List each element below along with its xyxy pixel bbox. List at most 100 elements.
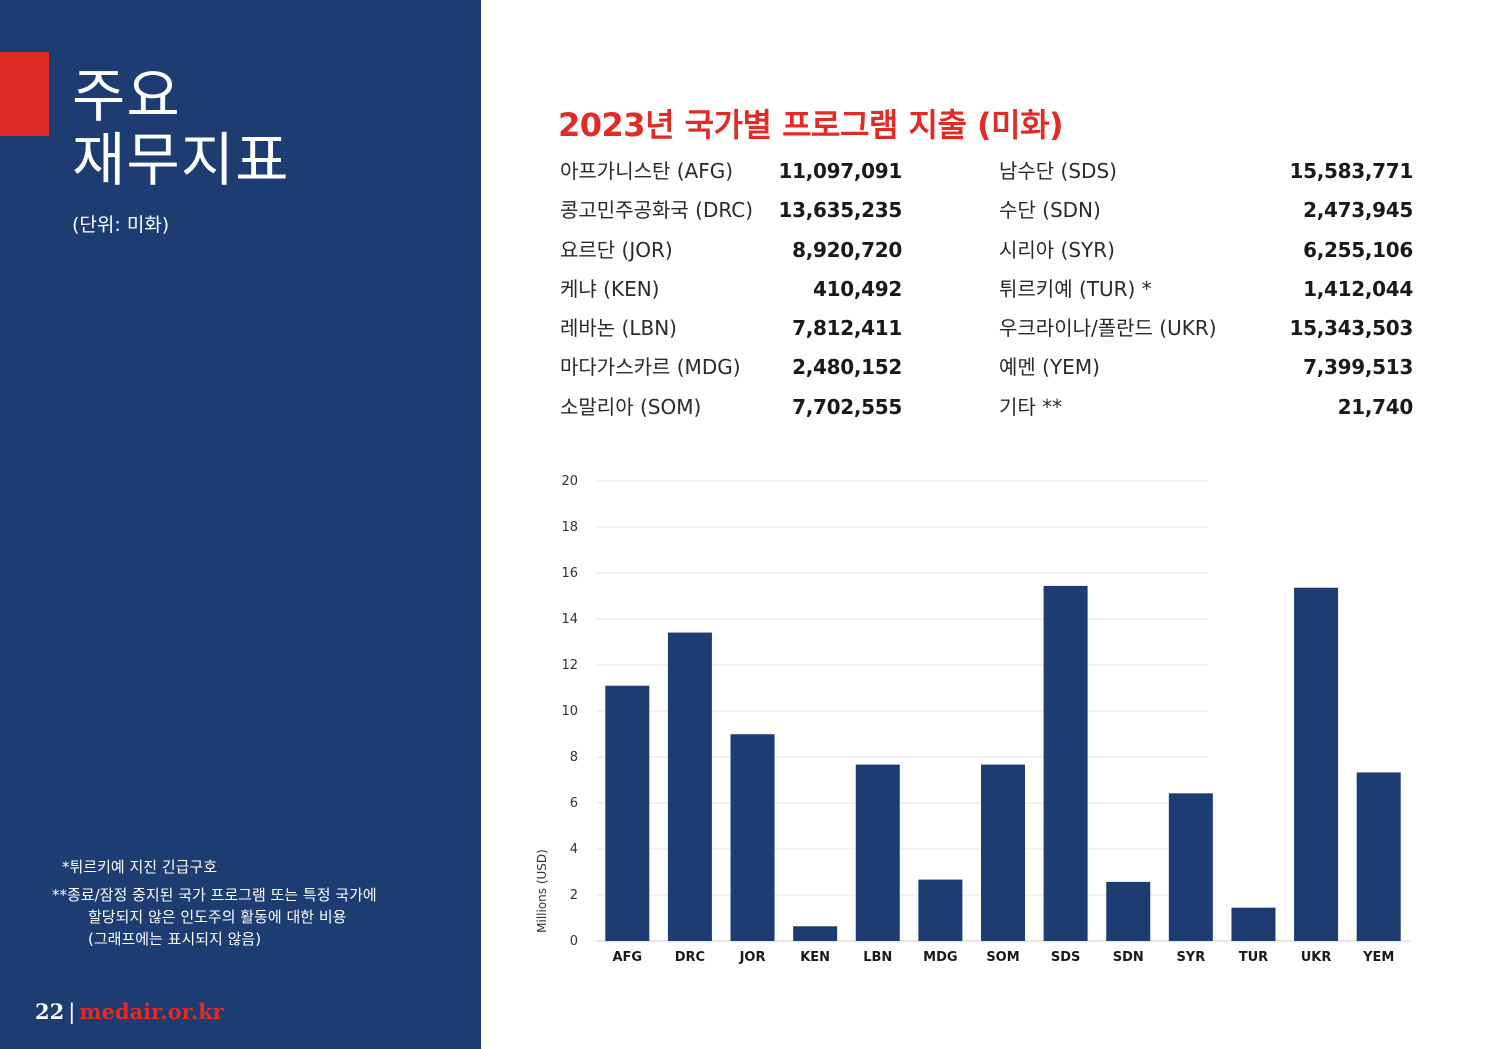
y-tick-label: 16 <box>561 566 578 581</box>
y-tick-label: 10 <box>561 704 578 719</box>
bar <box>1231 907 1276 941</box>
y-tick-label: 20 <box>561 474 578 489</box>
x-tick-label: TUR <box>1239 950 1268 965</box>
bar <box>1106 881 1151 941</box>
sidebar: 주요 재무지표 (단위: 미화) *튀르키예 지진 긴급구호 **종료/잠정 중… <box>0 0 481 1049</box>
country-value: 11,097,091 <box>778 159 902 183</box>
country-label: 요르단 (JOR) <box>560 237 673 262</box>
country-value: 410,492 <box>813 276 902 301</box>
bar <box>981 764 1025 941</box>
country-value: 15,583,771 <box>1289 159 1413 183</box>
accent-block <box>0 52 49 136</box>
x-tick-label: AFG <box>612 950 642 965</box>
y-tick-label: 6 <box>570 796 578 811</box>
footnotes: *튀르키예 지진 긴급구호 **종료/잠정 중지된 국가 프로그램 또는 특정 … <box>52 856 472 950</box>
table-row: 수단 (SDN) 2,473,945 <box>999 194 1413 233</box>
bar <box>1294 587 1339 941</box>
expenditure-title: 2023년 국가별 프로그램 지출 (미화) <box>558 106 1064 144</box>
table-row: 콩고민주공화국 (DRC) 13,635,235 <box>560 194 902 233</box>
footnote-other-line3: (그래프에는 표시되지 않음) <box>88 930 262 948</box>
country-label: 케냐 (KEN) <box>560 276 660 301</box>
country-label: 우크라이나/폴란드 (UKR) <box>999 316 1217 341</box>
country-label: 레바논 (LBN) <box>560 316 677 341</box>
country-value: 13,635,235 <box>778 198 902 223</box>
page-footer: 22 | medair.or.kr <box>35 998 224 1026</box>
page-title-line2: 재무지표 <box>72 126 290 194</box>
country-value: 8,920,720 <box>792 237 902 262</box>
country-value: 6,255,106 <box>1303 237 1413 262</box>
x-tick-label: MDG <box>923 950 957 965</box>
y-tick-label: 4 <box>570 842 578 857</box>
bar <box>918 879 963 941</box>
expenditure-table-left: 아프가니스탄 (AFG) 11,097,091 콩고민주공화국 (DRC) 13,6… <box>560 155 902 430</box>
y-tick-label: 8 <box>570 750 578 765</box>
bar <box>793 926 838 941</box>
footnote-other: **종료/잠정 중지된 국가 프로그램 또는 특정 국가에 할당되지 않은 인도… <box>52 884 472 950</box>
x-tick-label: DRC <box>675 950 705 965</box>
country-label: 콩고민주공화국 (DRC) <box>560 198 754 223</box>
bar <box>1356 772 1401 941</box>
table-row: 요르단 (JOR) 8,920,720 <box>560 234 902 273</box>
x-tick-label: JOR <box>739 950 766 965</box>
country-value: 21,740 <box>1337 394 1414 419</box>
country-value: 1,412,044 <box>1303 276 1413 301</box>
country-value: 7,399,513 <box>1303 355 1413 380</box>
bar <box>730 734 775 941</box>
country-value: 2,480,152 <box>792 355 902 380</box>
y-axis-label: Millions (USD) <box>535 849 549 933</box>
x-tick-label: SDN <box>1113 950 1144 965</box>
page-number: 22 <box>35 999 65 1024</box>
x-tick-label: KEN <box>800 950 830 965</box>
y-tick-label: 14 <box>561 612 578 627</box>
table-row: 남수단 (SDS) 15,583,771 <box>999 155 1413 194</box>
x-tick-label: SOM <box>986 950 1019 965</box>
x-tick-label: UKR <box>1301 950 1332 965</box>
country-label: 남수단 (SDS) <box>999 159 1117 183</box>
country-value: 7,812,411 <box>792 316 902 341</box>
table-row: 아프가니스탄 (AFG) 11,097,091 <box>560 155 902 194</box>
country-label: 소말리아 (SOM) <box>560 394 702 419</box>
x-tick-label: LBN <box>863 950 892 965</box>
table-row: 우크라이나/폴란드 (UKR) 15,343,503 <box>999 312 1413 351</box>
footnote-turkey: *튀르키예 지진 긴급구호 <box>62 858 218 876</box>
y-tick-label: 0 <box>570 934 578 949</box>
country-label: 기타 ** <box>999 394 1063 419</box>
website-link[interactable]: medair.or.kr <box>79 999 224 1024</box>
country-label: 마다가스카르 (MDG) <box>560 355 741 380</box>
y-tick-label: 18 <box>561 520 578 535</box>
table-row: 마다가스카르 (MDG) 2,480,152 <box>560 351 902 390</box>
table-row: 예멘 (YEM) 7,399,513 <box>999 351 1413 390</box>
table-row: 케냐 (KEN) 410,492 <box>560 273 902 312</box>
table-row: 튀르키예 (TUR) * 1,412,044 <box>999 273 1413 312</box>
table-row: 레바논 (LBN) 7,812,411 <box>560 312 902 351</box>
x-tick-label: SYR <box>1176 950 1205 965</box>
footnote-other-line1: **종료/잠정 중지된 국가 프로그램 또는 특정 국가에 <box>52 886 377 904</box>
y-tick-label: 12 <box>561 658 578 673</box>
country-label: 예멘 (YEM) <box>999 355 1100 380</box>
page-title-line1: 주요 <box>72 62 181 130</box>
table-row: 시리아 (SYR) 6,255,106 <box>999 234 1413 273</box>
unit-label: (단위: 미화) <box>72 214 170 236</box>
x-tick-label: YEM <box>1362 950 1394 965</box>
bar <box>1043 585 1088 941</box>
country-label: 수단 (SDN) <box>999 198 1101 223</box>
x-tick-label: SDS <box>1051 950 1081 965</box>
country-value: 2,473,945 <box>1303 198 1413 223</box>
bar <box>605 685 650 941</box>
footer-separator: | <box>68 1000 76 1024</box>
table-row: 기타 ** 21,740 <box>999 391 1413 430</box>
bar <box>667 632 712 941</box>
country-value: 15,343,503 <box>1289 316 1413 341</box>
table-row: 소말리아 (SOM) 7,702,555 <box>560 391 902 430</box>
expenditure-table-right: 남수단 (SDS) 15,583,771 수단 (SDN) 2,473,945 시리… <box>999 155 1413 430</box>
country-value: 7,702,555 <box>792 394 902 419</box>
country-label: 시리아 (SYR) <box>999 237 1115 262</box>
page-title: 주요 재무지표 <box>72 64 289 192</box>
country-label: 튀르키예 (TUR) * <box>999 276 1152 301</box>
bar <box>855 764 900 941</box>
expenditure-bar-chart: 0 2 4 6 8 10 12 14 16 18 20 AFG DRC JOR KEN LBN MDG SOM SD… <box>535 474 1410 965</box>
bar <box>1168 793 1213 941</box>
country-label: 아프가니스탄 (AFG) <box>560 159 734 183</box>
footnote-other-line2: 할당되지 않은 인도주의 활동에 대한 비용 <box>88 908 347 926</box>
y-tick-label: 2 <box>570 888 578 903</box>
